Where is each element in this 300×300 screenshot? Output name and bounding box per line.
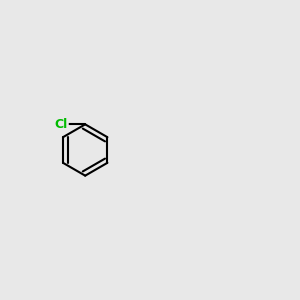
Text: Cl: Cl xyxy=(54,118,68,131)
